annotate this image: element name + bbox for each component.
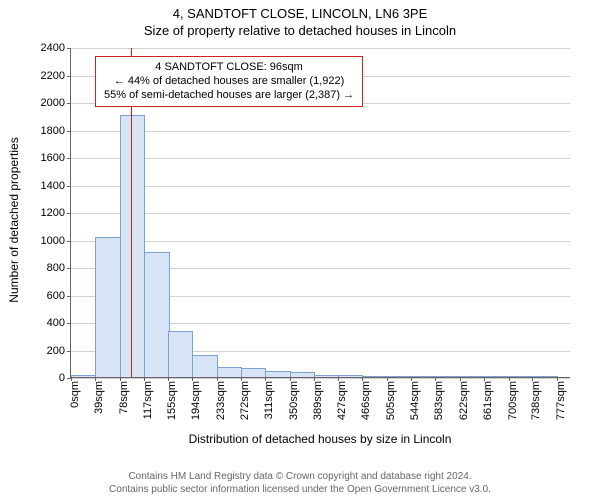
title-subtitle: Size of property relative to detached ho… — [0, 23, 600, 40]
gridline — [71, 378, 570, 379]
x-tick-label: 622sqm — [458, 381, 470, 420]
y-tick-label: 1600 — [41, 152, 71, 164]
histogram-bar — [192, 355, 217, 377]
y-tick-label: 2000 — [41, 97, 71, 109]
histogram-bar — [362, 376, 387, 377]
x-tick-label: 272sqm — [239, 381, 251, 420]
histogram-bar — [95, 237, 120, 377]
histogram-bar — [290, 372, 315, 377]
histogram-bar — [435, 376, 460, 377]
y-tick-label: 1400 — [41, 180, 71, 192]
y-axis-label: Number of detached properties — [7, 137, 21, 302]
y-tick-label: 1000 — [41, 235, 71, 247]
histogram-bar — [217, 367, 242, 377]
x-tick-label: 777sqm — [555, 381, 567, 420]
histogram-bar — [71, 375, 96, 377]
x-tick-label: 661sqm — [482, 381, 494, 420]
x-tick-label: 583sqm — [433, 381, 445, 420]
y-tick-label: 200 — [47, 345, 71, 357]
footer-line1: Contains HM Land Registry data © Crown c… — [0, 471, 600, 484]
x-tick-label: 466sqm — [360, 381, 372, 420]
x-tick-label: 738sqm — [530, 381, 542, 420]
x-tick-label: 389sqm — [312, 381, 324, 420]
x-tick-label: 117sqm — [142, 381, 154, 419]
title-address: 4, SANDTOFT CLOSE, LINCOLN, LN6 3PE — [0, 0, 600, 23]
gridline — [71, 213, 570, 214]
x-tick-label: 700sqm — [507, 381, 519, 420]
x-tick-label: 544sqm — [409, 381, 421, 420]
footer-line2: Contains public sector information licen… — [0, 484, 600, 497]
x-tick-label: 350sqm — [288, 381, 300, 420]
x-tick-label: 39sqm — [93, 381, 105, 414]
y-tick-label: 400 — [47, 317, 71, 329]
y-tick-label: 600 — [47, 290, 71, 302]
x-tick-label: 427sqm — [336, 381, 348, 420]
x-tick-label: 0sqm — [69, 381, 81, 408]
y-tick-label: 800 — [47, 262, 71, 274]
histogram-bar — [144, 252, 169, 377]
histogram-bar — [460, 376, 485, 377]
x-tick-label: 194sqm — [190, 381, 202, 420]
footer: Contains HM Land Registry data © Crown c… — [0, 471, 600, 496]
x-tick-label: 311sqm — [263, 381, 275, 419]
histogram-bar — [387, 376, 412, 377]
gridline — [71, 241, 570, 242]
x-tick-label: 233sqm — [215, 381, 227, 420]
gridline — [71, 131, 570, 132]
histogram-bar — [411, 376, 436, 377]
histogram-bar — [532, 376, 557, 377]
y-tick-label: 1200 — [41, 207, 71, 219]
histogram-bar — [338, 375, 363, 377]
histogram-bar — [509, 376, 534, 377]
x-tick-label: 155sqm — [166, 381, 178, 420]
histogram-bar — [120, 115, 145, 377]
histogram-bar — [314, 375, 339, 377]
annotation-box: 4 SANDTOFT CLOSE: 96sqm ← 44% of detache… — [95, 56, 363, 107]
x-axis-label: Distribution of detached houses by size … — [70, 432, 570, 446]
histogram-bar — [241, 368, 266, 377]
histogram-bar — [265, 371, 290, 377]
gridline — [71, 158, 570, 159]
annotation-line3: 55% of semi-detached houses are larger (… — [104, 89, 354, 103]
x-tick-label: 78sqm — [118, 381, 130, 414]
annotation-line1: 4 SANDTOFT CLOSE: 96sqm — [104, 61, 354, 75]
annotation-line2: ← 44% of detached houses are smaller (1,… — [104, 75, 354, 89]
y-tick-label: 1800 — [41, 125, 71, 137]
gridline — [71, 48, 570, 49]
histogram-bar — [168, 331, 193, 377]
chart-container: 4, SANDTOFT CLOSE, LINCOLN, LN6 3PE Size… — [0, 0, 600, 500]
y-tick-label: 2200 — [41, 70, 71, 82]
y-tick-label: 2400 — [41, 42, 71, 54]
histogram-bar — [484, 376, 509, 377]
gridline — [71, 186, 570, 187]
x-tick-label: 505sqm — [385, 381, 397, 420]
